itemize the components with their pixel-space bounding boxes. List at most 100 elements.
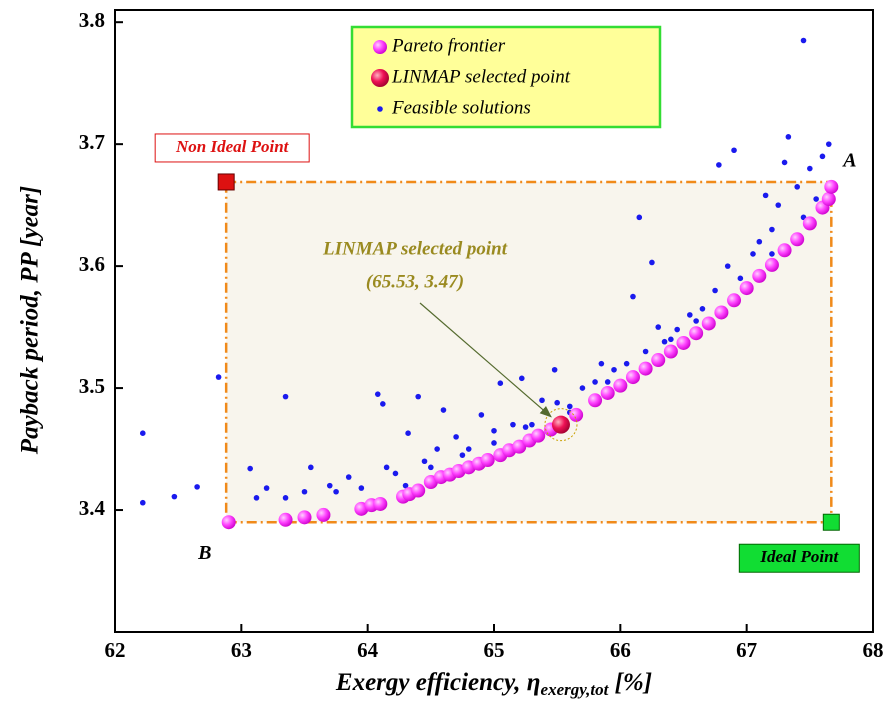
feasible-point bbox=[405, 430, 411, 437]
legend-label: Feasible solutions bbox=[391, 97, 531, 118]
feasible-point bbox=[478, 412, 485, 418]
feasible-point bbox=[215, 374, 222, 380]
y-tick-label: 3.6 bbox=[79, 252, 105, 276]
pareto-point bbox=[600, 385, 615, 400]
ideal-label-box bbox=[738, 543, 860, 573]
feasible-point bbox=[383, 464, 390, 471]
feasible-point bbox=[171, 493, 178, 500]
feasible-point bbox=[769, 226, 775, 233]
feasible-point bbox=[661, 338, 668, 345]
linmap-ring bbox=[544, 408, 578, 442]
point-label-a: A bbox=[841, 150, 856, 172]
feasible-point bbox=[402, 482, 409, 489]
non-ideal-label: Non Ideal Point bbox=[175, 137, 290, 156]
x-tick-label: 62 bbox=[105, 638, 126, 662]
x-label-subscript: exergy,tot bbox=[541, 680, 610, 699]
pareto-point bbox=[625, 370, 640, 385]
feasible-point bbox=[630, 293, 636, 300]
feasible-point bbox=[579, 385, 586, 391]
feasible-point bbox=[539, 397, 545, 404]
pareto-point bbox=[638, 361, 653, 376]
x-axis-label: Exergy efficiency, ηexergy,tot [%] bbox=[335, 669, 652, 699]
feasible-point bbox=[604, 379, 611, 385]
pareto-point bbox=[531, 428, 546, 443]
x-tick-label: 66 bbox=[610, 638, 631, 662]
feasible-point bbox=[497, 380, 504, 387]
pareto-point bbox=[777, 243, 792, 258]
feasible-point bbox=[649, 259, 655, 266]
y-tick-label: 3.5 bbox=[79, 374, 105, 398]
feasible-point bbox=[308, 464, 314, 471]
feasible-point bbox=[551, 366, 558, 373]
ideal-region bbox=[224, 180, 833, 524]
pareto-point bbox=[764, 257, 779, 272]
feasible-point bbox=[282, 393, 289, 400]
pareto-point bbox=[297, 510, 312, 525]
feasible-point bbox=[769, 251, 775, 257]
feasible-point bbox=[253, 495, 260, 501]
pareto-point bbox=[790, 232, 805, 247]
feasible-point bbox=[247, 465, 253, 472]
feasible-point bbox=[434, 446, 440, 452]
feasible-point bbox=[459, 452, 466, 458]
pareto-point bbox=[824, 179, 839, 194]
legend-marker bbox=[377, 106, 383, 112]
feasible-point bbox=[194, 484, 200, 490]
feasible-point bbox=[668, 336, 674, 343]
feasible-point bbox=[712, 287, 718, 294]
feasible-point bbox=[139, 499, 146, 506]
pareto-point bbox=[373, 496, 388, 511]
x-tick-label: 67 bbox=[736, 638, 757, 662]
pareto-point bbox=[221, 515, 236, 530]
feasible-point bbox=[636, 214, 643, 221]
feasible-point bbox=[674, 326, 680, 333]
feasible-point bbox=[380, 401, 386, 407]
pareto-point bbox=[802, 216, 817, 231]
feasible-point bbox=[518, 375, 525, 382]
y-tick-label: 3.8 bbox=[79, 8, 105, 32]
feasible-point bbox=[554, 399, 560, 406]
feasible-point bbox=[465, 446, 472, 452]
feasible-point bbox=[345, 474, 352, 480]
pareto-point bbox=[676, 335, 691, 350]
ideal-label: Ideal Point bbox=[759, 547, 839, 566]
feasible-point bbox=[762, 192, 769, 199]
pareto-point bbox=[651, 353, 666, 368]
pareto-point bbox=[569, 407, 584, 422]
x-tick-label: 68 bbox=[863, 638, 884, 662]
pareto-point bbox=[727, 293, 742, 308]
pareto-point bbox=[588, 393, 603, 408]
feasible-point bbox=[756, 238, 763, 245]
feasible-point bbox=[598, 360, 605, 367]
pareto-point bbox=[411, 483, 426, 498]
feasible-point bbox=[807, 165, 813, 172]
feasible-point bbox=[392, 470, 399, 477]
feasible-point bbox=[510, 421, 516, 428]
pareto-point bbox=[689, 326, 704, 341]
feasible-point bbox=[453, 434, 459, 440]
feasible-point bbox=[731, 147, 737, 154]
feasible-point bbox=[737, 275, 744, 282]
non-ideal-marker bbox=[217, 173, 235, 191]
annotation-text: LINMAP selected point bbox=[322, 238, 508, 259]
legend-label: LINMAP selected point bbox=[391, 66, 571, 87]
feasible-point bbox=[825, 141, 832, 147]
x-tick-label: 63 bbox=[231, 638, 252, 662]
feasible-point bbox=[333, 488, 339, 495]
feasible-point bbox=[358, 485, 365, 491]
x-tick-label: 65 bbox=[484, 638, 505, 662]
feasible-point bbox=[693, 318, 699, 324]
feasible-point bbox=[775, 202, 782, 208]
x-tick-label: 64 bbox=[357, 638, 379, 662]
feasible-point bbox=[567, 403, 573, 410]
feasible-point bbox=[491, 440, 497, 446]
feasible-point bbox=[699, 306, 706, 312]
feasible-point bbox=[440, 407, 447, 413]
linmap-point bbox=[551, 415, 570, 434]
pareto-point bbox=[821, 192, 836, 207]
feasible-point bbox=[529, 421, 535, 428]
feasible-point bbox=[781, 159, 788, 166]
feasible-point bbox=[421, 458, 428, 465]
non-ideal-label-box bbox=[154, 133, 310, 163]
